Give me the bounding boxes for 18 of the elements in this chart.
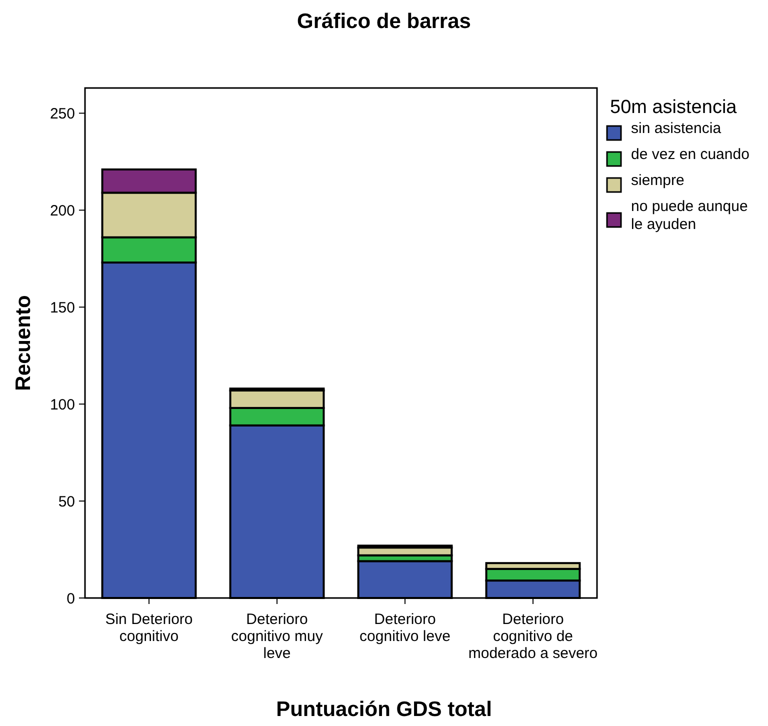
x-tick-label: Deterioro cognitivo de moderado a severo [468, 611, 598, 662]
y-tick-label: 250 [50, 105, 75, 122]
x-axis-title: Puntuación GDS total [276, 698, 492, 721]
x-tick-label: Deterioro cognitivo muy leve [231, 611, 324, 662]
chart-title: Gráfico de barras [297, 10, 471, 33]
y-tick-label: 200 [50, 202, 75, 220]
y-tick-label: 150 [50, 299, 75, 316]
y-axis-title: Recuento [12, 295, 35, 391]
x-tick-label: Sin Deterioro cognitivo [105, 611, 193, 645]
legend-label: sin asistencia [631, 120, 722, 137]
legend-label: de vez en cuando [631, 146, 750, 163]
legend-title: 50m asistencia [610, 97, 738, 118]
legend-label: no puede aunque le ayuden [631, 198, 748, 233]
y-tick-label: 50 [58, 493, 75, 510]
y-tick-label: 0 [66, 590, 75, 608]
y-tick-label: 100 [50, 396, 75, 414]
x-tick-label: Deterioro cognitivo leve [360, 611, 450, 645]
legend-label: siempre [631, 172, 684, 189]
